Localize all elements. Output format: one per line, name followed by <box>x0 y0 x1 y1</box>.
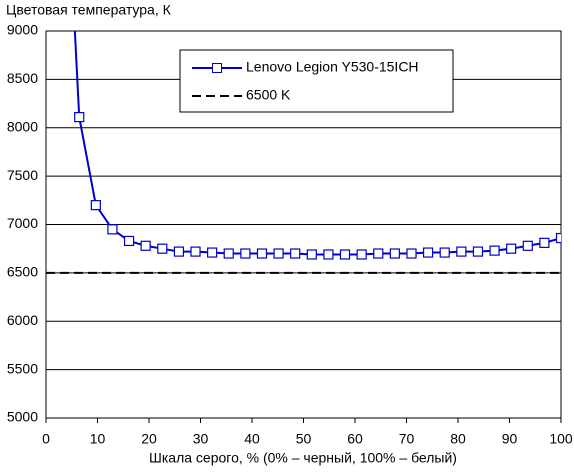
data-marker <box>439 247 450 258</box>
chart-title: Цветовая температура, К <box>6 2 172 18</box>
y-tick-label: 5500 <box>7 360 38 376</box>
data-marker <box>290 248 301 259</box>
x-tick-label: 90 <box>502 431 518 447</box>
y-tick-label: 7000 <box>7 215 38 231</box>
data-marker <box>173 246 185 257</box>
data-marker <box>456 246 467 257</box>
data-marker <box>422 247 434 258</box>
data-marker <box>489 245 500 256</box>
data-marker <box>223 248 234 259</box>
y-tick-label: 7500 <box>7 167 38 183</box>
legend-box <box>179 49 454 113</box>
y-tick-label: 5000 <box>7 409 38 425</box>
legend-marker <box>212 63 222 73</box>
legend-label: Lenovo Legion Y530-15ICH <box>246 59 419 75</box>
data-marker <box>157 243 168 254</box>
data-marker <box>256 248 268 259</box>
data-marker <box>323 249 334 260</box>
data-marker <box>207 247 218 258</box>
x-tick-label: 20 <box>141 431 157 447</box>
x-tick-label: 100 <box>549 431 573 447</box>
legend-label: 6500 K <box>246 87 291 103</box>
x-tick-label: 40 <box>244 431 260 447</box>
y-tick-label: 9000 <box>7 22 38 38</box>
x-tick-label: 30 <box>193 431 209 447</box>
data-marker <box>356 249 367 260</box>
data-marker <box>339 249 351 260</box>
data-marker <box>90 200 101 211</box>
y-tick-label: 6000 <box>7 312 38 328</box>
y-tick-label: 6500 <box>7 264 38 280</box>
data-marker <box>506 243 517 254</box>
data-marker <box>306 249 317 260</box>
data-marker <box>107 224 118 235</box>
data-marker <box>389 248 400 259</box>
x-tick-label: 0 <box>42 431 50 447</box>
data-line <box>73 31 561 256</box>
data-marker <box>123 235 135 247</box>
data-marker <box>74 112 85 123</box>
x-tick-label: 70 <box>399 431 415 447</box>
data-marker <box>406 248 417 259</box>
y-tick-label: 8500 <box>7 70 38 86</box>
x-tick-label: 60 <box>347 431 363 447</box>
x-tick-label: 50 <box>296 431 312 447</box>
data-marker <box>555 232 561 244</box>
data-marker <box>140 240 151 251</box>
data-marker <box>373 248 384 259</box>
data-marker <box>273 248 284 259</box>
x-tick-label: 10 <box>90 431 106 447</box>
data-marker <box>240 248 251 259</box>
x-axis-label: Шкала серого, % (0% – черный, 100% – бел… <box>149 450 457 466</box>
x-tick-label: 80 <box>450 431 466 447</box>
data-marker <box>539 237 550 248</box>
y-tick-label: 8000 <box>7 118 38 134</box>
data-marker <box>472 246 484 257</box>
plot-area <box>46 31 561 274</box>
plot-frame <box>45 30 562 419</box>
data-marker <box>522 240 533 251</box>
data-marker <box>190 246 201 257</box>
